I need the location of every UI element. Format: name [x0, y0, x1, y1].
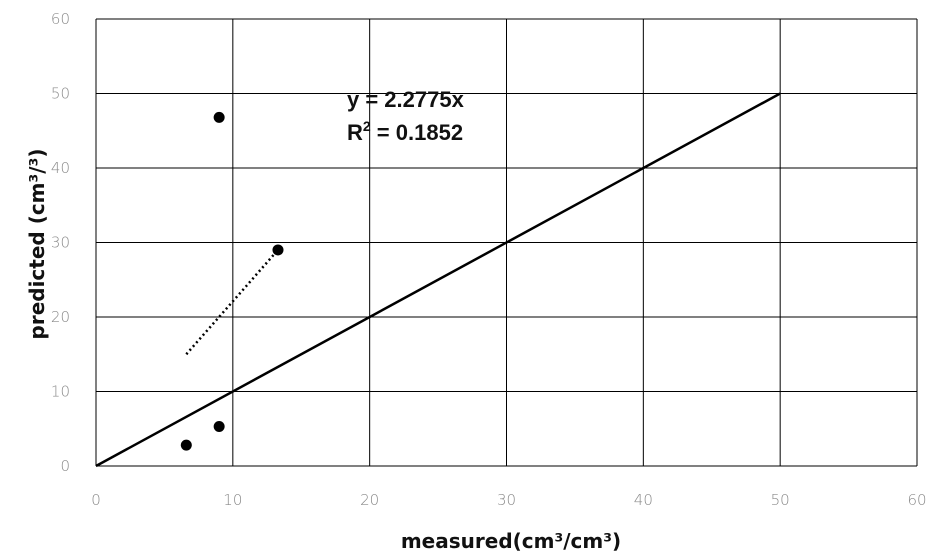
x-tick-label: 10 — [223, 491, 242, 509]
y-tick-label: 0 — [60, 457, 70, 475]
trendline-equation: y = 2.2775x — [347, 87, 465, 112]
y-tick-label: 50 — [51, 85, 70, 103]
y-tick-label: 10 — [51, 383, 70, 401]
trendline-dotted — [185, 249, 279, 356]
y-tick-label: 30 — [51, 234, 70, 252]
series-points — [180, 111, 284, 451]
x-tick-label: 40 — [634, 491, 653, 509]
data-point — [272, 244, 284, 256]
r-squared-superscript: 2 — [363, 118, 371, 134]
x-tick-label: 50 — [771, 491, 790, 509]
series-lines — [95, 92, 781, 468]
x-tick-label: 60 — [907, 491, 926, 509]
data-point — [180, 439, 192, 451]
y-axis-ticks: 0 10 20 30 40 50 60 — [51, 10, 70, 475]
x-tick-label: 30 — [497, 491, 516, 509]
r-squared-label: R2 = 0.1852 — [347, 118, 463, 145]
y-axis-title: predicted (cm³/³) — [25, 149, 49, 340]
data-point — [213, 421, 225, 433]
reference-line-1to1 — [95, 92, 781, 468]
x-tick-label: 20 — [360, 491, 379, 509]
y-tick-label: 60 — [51, 10, 70, 28]
data-point — [213, 111, 225, 123]
y-tick-label: 20 — [51, 308, 70, 326]
x-tick-label: 0 — [91, 491, 101, 509]
y-tick-label: 40 — [51, 159, 70, 177]
r-squared-prefix: R — [347, 120, 363, 145]
x-axis-title: measured(cm³/cm³) — [401, 529, 621, 553]
x-axis-ticks: 0 10 20 30 40 50 60 — [91, 491, 926, 509]
r-squared-value: = 0.1852 — [371, 120, 463, 145]
